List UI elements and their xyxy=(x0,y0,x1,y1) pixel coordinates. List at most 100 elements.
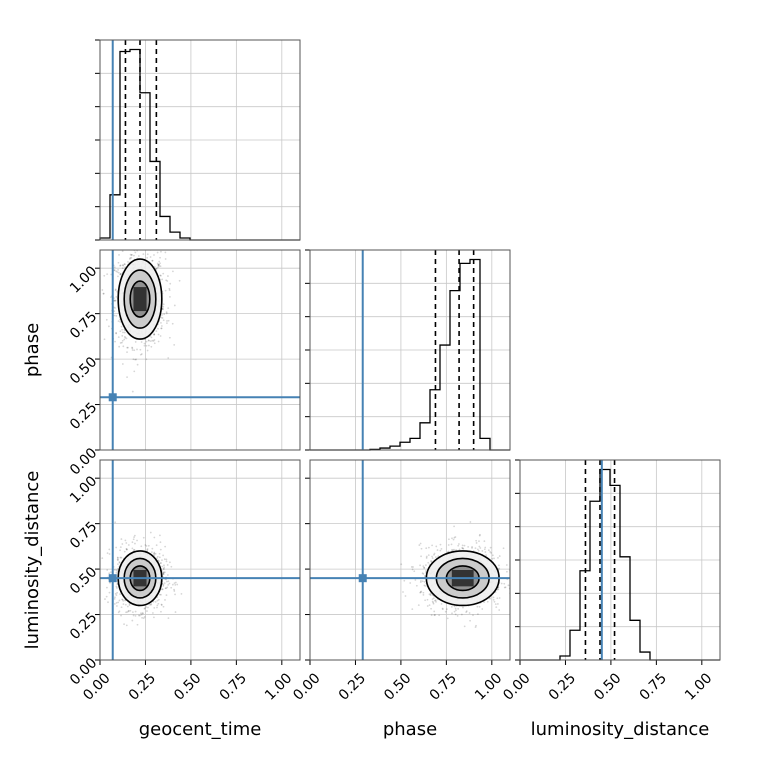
sample-point xyxy=(108,548,111,551)
sample-point xyxy=(120,606,123,609)
sample-point xyxy=(529,604,531,606)
sample-point xyxy=(143,244,145,246)
sample-point xyxy=(134,542,136,545)
sample-point xyxy=(426,598,429,601)
sample-point xyxy=(462,547,465,550)
sample-point xyxy=(169,295,171,298)
sample-point xyxy=(127,544,130,546)
sample-point xyxy=(154,600,157,603)
sample-point xyxy=(492,596,495,599)
sample-point xyxy=(174,583,177,586)
sample-point xyxy=(178,279,181,282)
panel-frame xyxy=(309,249,511,451)
sample-point xyxy=(149,604,152,606)
truth-marker xyxy=(358,574,367,583)
x-tick-label: 0.50 xyxy=(381,670,414,703)
sample-point xyxy=(118,254,120,256)
sample-point xyxy=(483,548,486,551)
sample-point xyxy=(147,544,150,547)
sample-point xyxy=(156,606,158,609)
sample-point xyxy=(498,555,501,557)
sample-point xyxy=(116,556,119,559)
sample-point xyxy=(136,539,138,542)
sample-point xyxy=(493,557,495,560)
sample-point xyxy=(140,353,143,355)
sample-point xyxy=(128,258,131,260)
sample-point xyxy=(160,250,162,253)
sample-point xyxy=(146,610,148,612)
sample-point xyxy=(420,590,423,593)
sample-point xyxy=(465,611,468,614)
density-peak xyxy=(133,287,147,312)
sample-point xyxy=(165,558,168,561)
sample-point xyxy=(158,260,161,263)
sample-point xyxy=(165,279,168,282)
sample-point xyxy=(115,295,118,298)
sample-point xyxy=(119,264,122,267)
sample-point xyxy=(404,595,407,597)
sample-point xyxy=(121,363,124,365)
sample-point xyxy=(146,253,149,256)
sample-point xyxy=(92,295,94,297)
sample-point xyxy=(430,614,433,617)
sample-point xyxy=(110,273,113,276)
sample-point xyxy=(424,585,427,587)
sample-point xyxy=(474,547,477,549)
sample-point xyxy=(117,320,120,322)
sample-point xyxy=(156,262,159,265)
sample-point xyxy=(173,588,175,591)
sample-point xyxy=(157,333,160,336)
sample-point xyxy=(415,584,418,587)
sample-point xyxy=(153,554,156,557)
sample-point xyxy=(455,609,457,612)
sample-point xyxy=(115,546,118,549)
sample-point xyxy=(119,273,122,275)
sample-point xyxy=(425,557,428,559)
sample-point xyxy=(168,582,171,585)
sample-point xyxy=(167,617,170,620)
sample-point xyxy=(118,561,121,564)
sample-point xyxy=(132,549,135,552)
sample-point xyxy=(159,548,162,551)
sample-point xyxy=(516,587,518,589)
sample-point xyxy=(124,539,127,542)
sample-point xyxy=(146,349,149,352)
sample-point xyxy=(153,265,156,268)
sample-point xyxy=(461,544,464,547)
sample-point xyxy=(155,267,158,270)
sample-point xyxy=(117,601,120,604)
sample-point xyxy=(424,570,427,572)
sample-point xyxy=(121,250,124,253)
sample-point xyxy=(137,614,140,617)
histogram-luminosity-distance xyxy=(520,468,720,661)
sample-point xyxy=(116,587,118,589)
sample-point xyxy=(439,549,442,552)
sample-point xyxy=(461,547,463,549)
panel-frame xyxy=(99,459,301,661)
sample-point xyxy=(420,547,423,550)
sample-point xyxy=(468,612,471,614)
sample-point xyxy=(163,558,166,561)
sample-point xyxy=(116,570,119,572)
sample-point xyxy=(439,543,442,546)
sample-point xyxy=(122,345,125,348)
sample-point xyxy=(483,540,486,543)
sample-point xyxy=(145,606,148,608)
sample-point xyxy=(142,612,144,615)
sample-point xyxy=(160,327,163,330)
sample-point xyxy=(152,600,155,603)
sample-point xyxy=(114,592,117,595)
sample-point xyxy=(134,251,137,254)
sample-point xyxy=(450,543,453,546)
sample-point xyxy=(469,619,471,622)
sample-point xyxy=(124,599,126,602)
sample-point xyxy=(130,254,133,257)
sample-point xyxy=(159,274,162,277)
sample-point xyxy=(180,592,183,595)
sample-point xyxy=(117,261,120,264)
sample-point xyxy=(108,591,111,594)
sample-point xyxy=(120,614,122,617)
sample-point xyxy=(148,603,151,606)
sample-point xyxy=(419,581,422,584)
sample-point xyxy=(161,314,163,316)
